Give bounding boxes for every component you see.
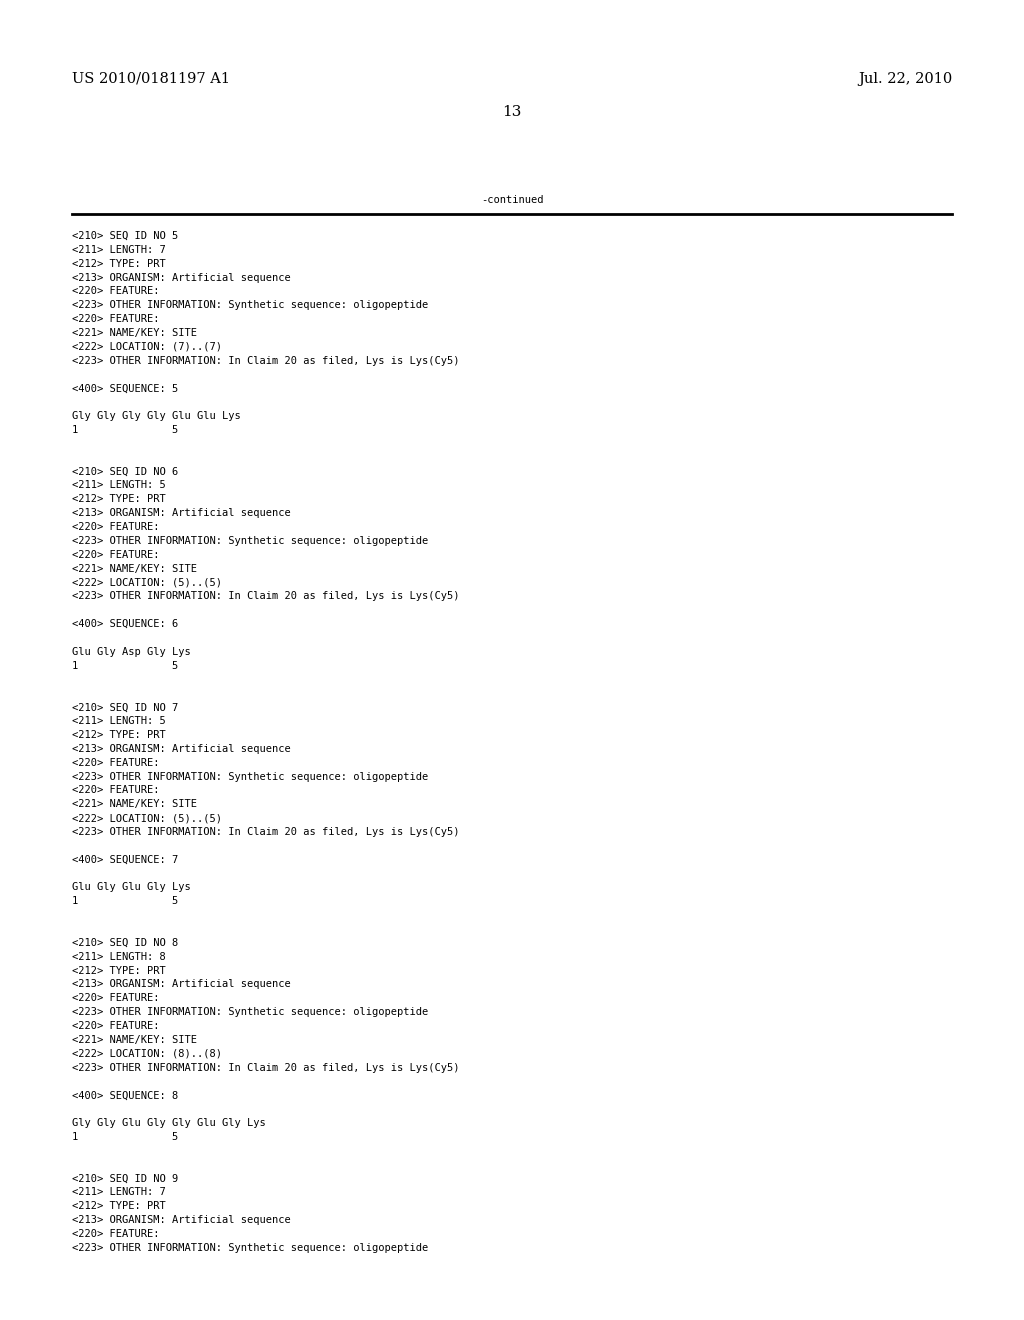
- Text: <220> FEATURE:: <220> FEATURE:: [72, 314, 159, 325]
- Text: <223> OTHER INFORMATION: Synthetic sequence: oligopeptide: <223> OTHER INFORMATION: Synthetic seque…: [72, 771, 428, 781]
- Text: <220> FEATURE:: <220> FEATURE:: [72, 286, 159, 297]
- Text: <222> LOCATION: (5)..(5): <222> LOCATION: (5)..(5): [72, 578, 221, 587]
- Text: <213> ORGANISM: Artificial sequence: <213> ORGANISM: Artificial sequence: [72, 979, 291, 990]
- Text: <220> FEATURE:: <220> FEATURE:: [72, 523, 159, 532]
- Text: <210> SEQ ID NO 8: <210> SEQ ID NO 8: [72, 939, 178, 948]
- Text: <213> ORGANISM: Artificial sequence: <213> ORGANISM: Artificial sequence: [72, 744, 291, 754]
- Text: 1               5: 1 5: [72, 425, 178, 436]
- Text: <220> FEATURE:: <220> FEATURE:: [72, 758, 159, 768]
- Text: <213> ORGANISM: Artificial sequence: <213> ORGANISM: Artificial sequence: [72, 508, 291, 519]
- Text: <220> FEATURE:: <220> FEATURE:: [72, 1022, 159, 1031]
- Text: <212> TYPE: PRT: <212> TYPE: PRT: [72, 730, 166, 741]
- Text: Jul. 22, 2010: Jul. 22, 2010: [858, 71, 952, 86]
- Text: <223> OTHER INFORMATION: Synthetic sequence: oligopeptide: <223> OTHER INFORMATION: Synthetic seque…: [72, 301, 428, 310]
- Text: <220> FEATURE:: <220> FEATURE:: [72, 550, 159, 560]
- Text: <210> SEQ ID NO 7: <210> SEQ ID NO 7: [72, 702, 178, 713]
- Text: <211> LENGTH: 7: <211> LENGTH: 7: [72, 1188, 166, 1197]
- Text: <211> LENGTH: 7: <211> LENGTH: 7: [72, 244, 166, 255]
- Text: <400> SEQUENCE: 6: <400> SEQUENCE: 6: [72, 619, 178, 630]
- Text: <223> OTHER INFORMATION: In Claim 20 as filed, Lys is Lys(Cy5): <223> OTHER INFORMATION: In Claim 20 as …: [72, 1063, 459, 1073]
- Text: 1               5: 1 5: [72, 1133, 178, 1142]
- Text: <223> OTHER INFORMATION: Synthetic sequence: oligopeptide: <223> OTHER INFORMATION: Synthetic seque…: [72, 536, 428, 546]
- Text: <211> LENGTH: 8: <211> LENGTH: 8: [72, 952, 166, 962]
- Text: <212> TYPE: PRT: <212> TYPE: PRT: [72, 966, 166, 975]
- Text: <223> OTHER INFORMATION: Synthetic sequence: oligopeptide: <223> OTHER INFORMATION: Synthetic seque…: [72, 1243, 428, 1253]
- Text: <221> NAME/KEY: SITE: <221> NAME/KEY: SITE: [72, 329, 197, 338]
- Text: <212> TYPE: PRT: <212> TYPE: PRT: [72, 1201, 166, 1212]
- Text: <223> OTHER INFORMATION: Synthetic sequence: oligopeptide: <223> OTHER INFORMATION: Synthetic seque…: [72, 1007, 428, 1018]
- Text: <222> LOCATION: (5)..(5): <222> LOCATION: (5)..(5): [72, 813, 221, 824]
- Text: Gly Gly Gly Gly Glu Glu Lys: Gly Gly Gly Gly Glu Glu Lys: [72, 412, 241, 421]
- Text: 13: 13: [503, 104, 521, 119]
- Text: <223> OTHER INFORMATION: In Claim 20 as filed, Lys is Lys(Cy5): <223> OTHER INFORMATION: In Claim 20 as …: [72, 591, 459, 602]
- Text: <220> FEATURE:: <220> FEATURE:: [72, 1229, 159, 1239]
- Text: Gly Gly Glu Gly Gly Glu Gly Lys: Gly Gly Glu Gly Gly Glu Gly Lys: [72, 1118, 265, 1129]
- Text: <400> SEQUENCE: 7: <400> SEQUENCE: 7: [72, 855, 178, 865]
- Text: <210> SEQ ID NO 5: <210> SEQ ID NO 5: [72, 231, 178, 242]
- Text: <210> SEQ ID NO 9: <210> SEQ ID NO 9: [72, 1173, 178, 1184]
- Text: <400> SEQUENCE: 8: <400> SEQUENCE: 8: [72, 1090, 178, 1101]
- Text: <221> NAME/KEY: SITE: <221> NAME/KEY: SITE: [72, 800, 197, 809]
- Text: <212> TYPE: PRT: <212> TYPE: PRT: [72, 259, 166, 269]
- Text: 1               5: 1 5: [72, 896, 178, 907]
- Text: <221> NAME/KEY: SITE: <221> NAME/KEY: SITE: [72, 564, 197, 574]
- Text: <212> TYPE: PRT: <212> TYPE: PRT: [72, 495, 166, 504]
- Text: <220> FEATURE:: <220> FEATURE:: [72, 994, 159, 1003]
- Text: <211> LENGTH: 5: <211> LENGTH: 5: [72, 480, 166, 491]
- Text: US 2010/0181197 A1: US 2010/0181197 A1: [72, 71, 229, 86]
- Text: <222> LOCATION: (8)..(8): <222> LOCATION: (8)..(8): [72, 1049, 221, 1059]
- Text: Glu Gly Asp Gly Lys: Glu Gly Asp Gly Lys: [72, 647, 190, 657]
- Text: <220> FEATURE:: <220> FEATURE:: [72, 785, 159, 796]
- Text: <221> NAME/KEY: SITE: <221> NAME/KEY: SITE: [72, 1035, 197, 1045]
- Text: -continued: -continued: [480, 194, 544, 205]
- Text: Glu Gly Glu Gly Lys: Glu Gly Glu Gly Lys: [72, 883, 190, 892]
- Text: <223> OTHER INFORMATION: In Claim 20 as filed, Lys is Lys(Cy5): <223> OTHER INFORMATION: In Claim 20 as …: [72, 356, 459, 366]
- Text: <213> ORGANISM: Artificial sequence: <213> ORGANISM: Artificial sequence: [72, 1216, 291, 1225]
- Text: <400> SEQUENCE: 5: <400> SEQUENCE: 5: [72, 384, 178, 393]
- Text: 1               5: 1 5: [72, 661, 178, 671]
- Text: <223> OTHER INFORMATION: In Claim 20 as filed, Lys is Lys(Cy5): <223> OTHER INFORMATION: In Claim 20 as …: [72, 826, 459, 837]
- Text: <213> ORGANISM: Artificial sequence: <213> ORGANISM: Artificial sequence: [72, 272, 291, 282]
- Text: <210> SEQ ID NO 6: <210> SEQ ID NO 6: [72, 467, 178, 477]
- Text: <211> LENGTH: 5: <211> LENGTH: 5: [72, 717, 166, 726]
- Text: <222> LOCATION: (7)..(7): <222> LOCATION: (7)..(7): [72, 342, 221, 352]
